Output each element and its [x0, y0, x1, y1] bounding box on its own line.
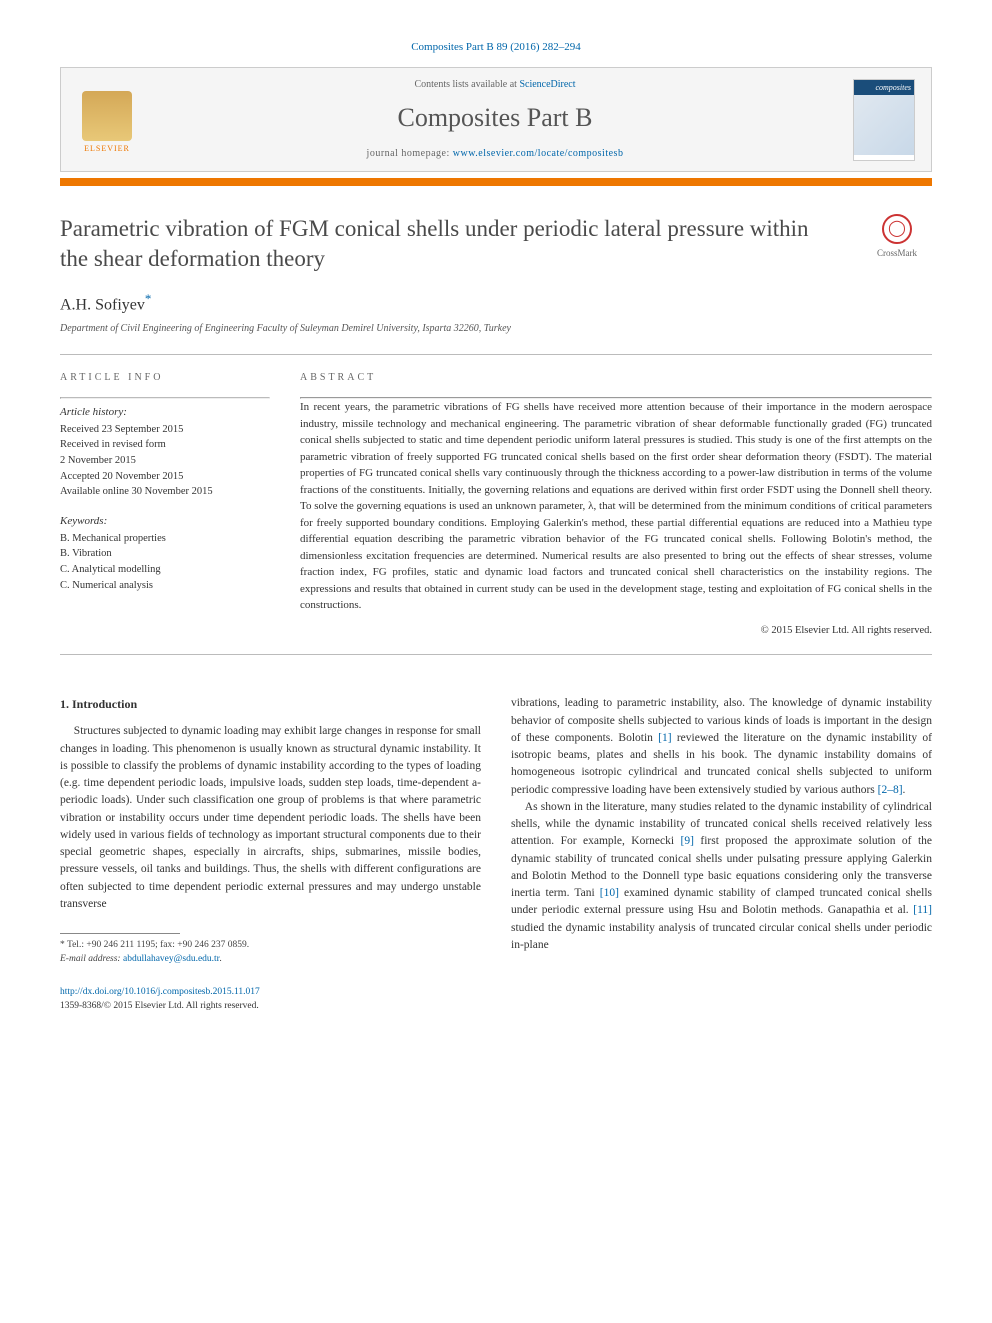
crossmark-icon: ◯: [882, 214, 912, 244]
rule-bottom: [60, 654, 932, 655]
orange-divider: [60, 178, 932, 186]
right-column: vibrations, leading to parametric instab…: [511, 695, 932, 1013]
elsevier-tree-icon: [82, 91, 132, 141]
citation-ref[interactable]: [2–8]: [878, 784, 903, 796]
doi-block: http://dx.doi.org/10.1016/j.compositesb.…: [60, 985, 481, 1014]
keyword-item: C. Numerical analysis: [60, 579, 270, 594]
left-column: 1. Introduction Structures subjected to …: [60, 695, 481, 1013]
info-abstract-row: ARTICLE INFO Article history: Received 2…: [60, 355, 932, 654]
cover-image-icon: [854, 95, 914, 155]
abstract-header: ABSTRACT: [300, 371, 932, 385]
keyword-item: B. Mechanical properties: [60, 532, 270, 547]
title-row: Parametric vibration of FGM conical shel…: [60, 214, 932, 274]
history-item: 2 November 2015: [60, 454, 270, 469]
article-title: Parametric vibration of FGM conical shel…: [60, 214, 862, 274]
crossmark-badge[interactable]: ◯ CrossMark: [862, 214, 932, 274]
homepage-line: journal homepage: www.elsevier.com/locat…: [153, 147, 837, 161]
body-paragraph: vibrations, leading to parametric instab…: [511, 695, 932, 799]
journal-header: ELSEVIER Contents lists available at Sci…: [60, 67, 932, 171]
contents-text: Contents lists available at: [414, 79, 519, 90]
elsevier-label: ELSEVIER: [84, 143, 130, 154]
footnote-separator: [60, 933, 180, 934]
corresponding-marker: *: [145, 291, 152, 306]
contents-available-line: Contents lists available at ScienceDirec…: [153, 78, 837, 92]
homepage-link[interactable]: www.elsevier.com/locate/compositesb: [453, 148, 624, 159]
abstract-text: In recent years, the parametric vibratio…: [300, 399, 932, 614]
history-item: Accepted 20 November 2015: [60, 470, 270, 485]
body-text: studied the dynamic instability analysis…: [511, 922, 932, 951]
article-info-header: ARTICLE INFO: [60, 371, 270, 385]
article-info: ARTICLE INFO Article history: Received 2…: [60, 371, 270, 638]
author-text: A.H. Sofiyev: [60, 296, 145, 313]
journal-cover-thumbnail: composites: [853, 79, 915, 161]
footnote-tel: Tel.: +90 246 211 1195; fax: +90 246 237…: [65, 940, 249, 950]
info-rule: [60, 397, 270, 399]
body-paragraph: Structures subjected to dynamic loading …: [60, 723, 481, 913]
keyword-item: B. Vibration: [60, 547, 270, 562]
history-item: Received 23 September 2015: [60, 423, 270, 438]
corresponding-footnote: * Tel.: +90 246 211 1195; fax: +90 246 2…: [60, 938, 481, 967]
email-label: E-mail address:: [60, 954, 121, 964]
abstract-block: ABSTRACT In recent years, the parametric…: [300, 371, 932, 638]
journal-name: Composites Part B: [153, 100, 837, 136]
affiliation: Department of Civil Engineering of Engin…: [60, 322, 932, 336]
crossmark-label: CrossMark: [877, 247, 917, 260]
citation-ref[interactable]: [9]: [681, 835, 694, 847]
keyword-item: C. Analytical modelling: [60, 563, 270, 578]
citation-line: Composites Part B 89 (2016) 282–294: [60, 40, 932, 55]
cover-title: composites: [854, 80, 914, 95]
author-name: A.H. Sofiyev*: [60, 290, 932, 317]
citation-ref[interactable]: [10]: [600, 887, 619, 899]
intro-heading: 1. Introduction: [60, 695, 481, 713]
sciencedirect-link[interactable]: ScienceDirect: [519, 79, 575, 90]
body-text: .: [903, 784, 906, 796]
issn-copyright: 1359-8368/© 2015 Elsevier Ltd. All right…: [60, 999, 481, 1013]
citation-ref[interactable]: [1]: [658, 732, 671, 744]
elsevier-logo: ELSEVIER: [77, 85, 137, 155]
header-center: Contents lists available at ScienceDirec…: [153, 78, 837, 160]
doi-link[interactable]: http://dx.doi.org/10.1016/j.compositesb.…: [60, 985, 481, 999]
email-link[interactable]: abdullahavey@sdu.edu.tr: [123, 954, 219, 964]
history-label: Article history:: [60, 405, 270, 420]
abstract-copyright: © 2015 Elsevier Ltd. All rights reserved…: [300, 624, 932, 639]
body-columns: 1. Introduction Structures subjected to …: [60, 695, 932, 1013]
keywords-label: Keywords:: [60, 514, 270, 529]
body-paragraph: As shown in the literature, many studies…: [511, 799, 932, 954]
homepage-label: journal homepage:: [367, 148, 453, 159]
citation-ref[interactable]: [11]: [913, 904, 932, 916]
history-item: Received in revised form: [60, 438, 270, 453]
history-item: Available online 30 November 2015: [60, 485, 270, 500]
